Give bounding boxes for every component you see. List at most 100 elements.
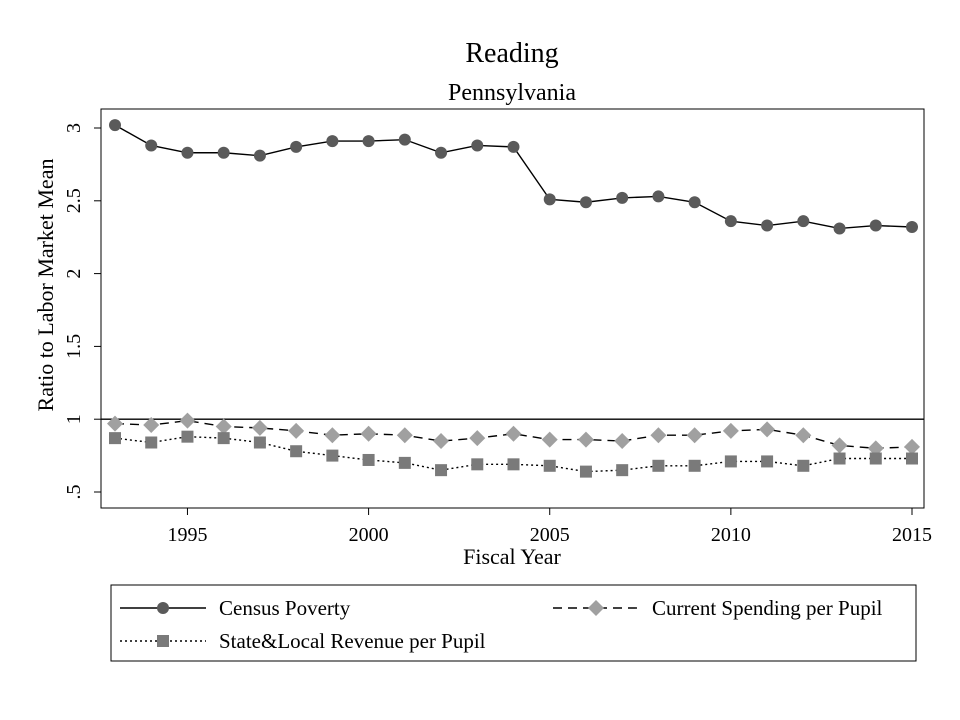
y-tick-label: 2 (63, 269, 85, 279)
legend-label: Census Poverty (219, 596, 351, 620)
x-axis: 1995 2000 2005 2010 2015 (167, 508, 932, 546)
data-point (179, 412, 196, 429)
data-point (616, 191, 629, 204)
data-point (253, 149, 266, 162)
data-point (217, 146, 230, 159)
data-point (795, 427, 812, 444)
data-point (181, 146, 194, 159)
data-point (869, 219, 882, 232)
plot-frame (100, 108, 925, 509)
x-tick-label: 2015 (892, 524, 932, 546)
data-point (724, 215, 737, 228)
data-point (686, 427, 703, 444)
data-point (761, 219, 774, 232)
x-axis-label: Fiscal Year (463, 544, 561, 569)
data-point (215, 418, 232, 435)
y-tick-label: .5 (63, 485, 85, 500)
legend-label: Current Spending per Pupil (652, 596, 883, 620)
data-point (906, 221, 918, 234)
data-point (579, 465, 592, 478)
data-point (505, 425, 522, 442)
data-point (398, 133, 411, 146)
data-point (543, 459, 556, 472)
data-point (543, 193, 556, 206)
series-0 (109, 119, 918, 235)
data-point (688, 459, 701, 472)
data-point (650, 427, 667, 444)
data-point (107, 415, 123, 432)
data-point (143, 417, 160, 434)
legend: Census Poverty Current Spending per Pupil… (120, 596, 883, 653)
legend-marker (157, 602, 169, 614)
legend-box (110, 584, 917, 662)
legend-item: Census Poverty (120, 596, 351, 620)
legend-label: State&Local Revenue per Pupil (219, 629, 486, 653)
data-point (507, 140, 520, 153)
data-point (326, 449, 339, 462)
data-point (362, 135, 375, 148)
series-line (114, 419, 913, 450)
data-point (724, 455, 737, 468)
data-point (109, 432, 121, 445)
y-tick-label: 1 (63, 414, 85, 424)
data-point (251, 419, 268, 436)
data-point (360, 425, 377, 442)
data-point (904, 438, 920, 455)
data-point (652, 190, 665, 203)
x-tick-label: 2005 (530, 524, 570, 546)
x-tick-label: 2010 (711, 524, 751, 546)
data-point (362, 453, 375, 466)
data-point (326, 135, 339, 148)
data-point (253, 436, 266, 449)
data-point (759, 421, 776, 438)
legend-item: State&Local Revenue per Pupil (120, 629, 486, 653)
data-point (797, 459, 810, 472)
y-tick-label: 3 (63, 123, 85, 133)
data-point (831, 437, 848, 454)
data-point (145, 436, 158, 449)
data-point (288, 422, 305, 439)
data-point (396, 427, 413, 444)
data-point (797, 215, 810, 228)
data-point (867, 440, 884, 457)
data-point (217, 432, 230, 445)
series-layer (107, 119, 920, 478)
legend-marker (157, 635, 169, 647)
data-point (869, 452, 882, 465)
data-point (290, 140, 303, 153)
data-point (577, 431, 594, 448)
data-point (433, 433, 450, 450)
legend-item: Current Spending per Pupil (553, 596, 883, 620)
data-point (579, 196, 592, 209)
data-point (652, 459, 665, 472)
y-tick-label: 1.5 (63, 334, 85, 359)
data-point (471, 458, 484, 471)
y-tick-label: 2.5 (63, 188, 85, 213)
data-point (398, 456, 411, 469)
data-point (614, 433, 631, 450)
series-1 (107, 412, 920, 457)
data-point (616, 464, 629, 477)
data-point (435, 464, 448, 477)
data-point (469, 430, 486, 447)
series-2 (109, 430, 918, 478)
legend-marker (588, 600, 604, 616)
chart-subtitle: Pennsylvania (448, 80, 576, 106)
data-point (324, 427, 341, 444)
data-point (761, 455, 774, 468)
data-point (290, 445, 303, 458)
y-axis: .5 1 1.5 2 2.5 3 (63, 123, 101, 500)
data-point (833, 222, 846, 235)
data-point (145, 139, 158, 152)
x-tick-label: 2000 (349, 524, 389, 546)
data-point (471, 139, 484, 152)
data-point (109, 119, 121, 132)
data-point (833, 452, 846, 465)
data-point (435, 146, 448, 159)
data-point (181, 430, 194, 443)
data-point (906, 452, 918, 465)
x-tick-label: 1995 (167, 524, 207, 546)
y-axis-label: Ratio to Labor Market Mean (33, 159, 58, 412)
data-point (722, 422, 739, 439)
